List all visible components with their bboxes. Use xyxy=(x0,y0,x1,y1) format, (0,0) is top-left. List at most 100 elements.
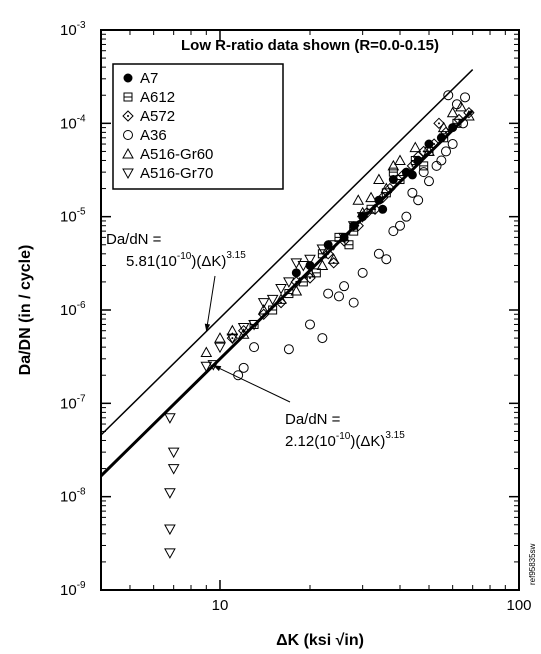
data-point-a572 xyxy=(322,248,334,260)
legend-marker-a612 xyxy=(123,92,133,102)
data-point-a36 xyxy=(447,139,458,150)
data-point-a612 xyxy=(419,161,429,171)
legend-label-a612: A612 xyxy=(140,89,175,106)
data-point-a612 xyxy=(311,268,321,278)
data-point-a36 xyxy=(441,146,452,157)
data-point-a516-gr60 xyxy=(304,266,316,278)
data-point-a36 xyxy=(401,211,412,222)
data-point-a516-gr70 xyxy=(248,319,260,331)
equation-upper: Da/dN = 5.81(10-10)(ΔK)3.15 xyxy=(106,231,246,332)
data-point-a572 xyxy=(352,220,364,232)
data-point-a36 xyxy=(333,291,344,302)
data-point-a516-gr70 xyxy=(316,244,329,256)
legend-marker-a516-gr60 xyxy=(122,147,134,159)
data-point-a516-gr70 xyxy=(226,333,239,345)
data-point-a516-gr60 xyxy=(257,303,270,315)
data-point-a516-gr70 xyxy=(297,260,310,272)
data-point-a516-gr60 xyxy=(316,259,329,270)
data-point-a36 xyxy=(395,220,406,231)
data-point-a516-gr70 xyxy=(266,294,279,306)
fit-line-1 xyxy=(100,69,474,436)
data-point-a516-gr70 xyxy=(207,360,220,371)
x-tick-label: 100 xyxy=(506,597,531,614)
data-point-a516-gr70 xyxy=(200,361,213,373)
data-point-a572 xyxy=(433,117,445,130)
equation-lower-line1: Da/dN = xyxy=(285,411,341,428)
data-point-a516-gr70 xyxy=(164,413,176,424)
data-point-a36 xyxy=(423,176,434,187)
data-point-a36 xyxy=(460,92,471,103)
legend-label-a36: A36 xyxy=(140,127,167,144)
legend-marker-a7 xyxy=(123,73,133,83)
data-point-a516-gr70 xyxy=(338,232,350,244)
annotation-arrow-upper xyxy=(205,275,216,332)
legend-marker-a36 xyxy=(123,130,133,140)
legend-marker-a572 xyxy=(122,110,134,122)
data-points xyxy=(164,90,475,559)
data-point-a516-gr60 xyxy=(446,106,459,118)
data-point-a516-gr70 xyxy=(283,277,295,288)
data-point-a516-gr60 xyxy=(380,182,393,194)
y-tick-label: 10-3 xyxy=(60,20,86,39)
data-point-a516-gr60 xyxy=(352,194,365,205)
y-tick-label: 10-8 xyxy=(60,487,86,506)
annotations: Da/dN = 5.81(10-10)(ΔK)3.15 Da/dN = 2.12(10… xyxy=(106,231,405,450)
data-point-a36 xyxy=(317,333,328,344)
data-point-a516-gr70 xyxy=(356,212,369,223)
data-point-a572 xyxy=(397,169,409,181)
data-point-a36 xyxy=(238,362,249,373)
data-point-a516-gr70 xyxy=(327,240,340,251)
legend-label-a516-gr60: A516-Gr60 xyxy=(140,146,213,163)
data-point-a36 xyxy=(323,288,334,299)
data-point-a36 xyxy=(436,155,447,166)
data-point-a516-gr60 xyxy=(455,100,467,112)
equation-upper-line1: Da/dN = xyxy=(106,231,162,248)
data-point-a516-gr60 xyxy=(214,332,226,343)
data-point-a516-gr70 xyxy=(164,488,176,499)
data-point-a7 xyxy=(291,268,301,278)
data-point-a516-gr60 xyxy=(394,154,406,165)
data-point-a516-gr60 xyxy=(423,145,435,156)
y-tick-label: 10-9 xyxy=(60,580,86,599)
equation-lower: Da/dN = 2.12(10-10)(ΔK)3.15 xyxy=(213,364,405,450)
data-point-a516-gr70 xyxy=(275,283,287,295)
data-point-a36 xyxy=(458,118,469,129)
data-point-a36 xyxy=(373,248,384,259)
equation-upper-line2: 5.81(10-10)(ΔK)3.15 xyxy=(126,250,246,270)
data-point-a612 xyxy=(388,167,398,177)
x-tick-label: 10 xyxy=(212,597,229,614)
annotation-arrowhead-lower xyxy=(213,365,222,372)
x-axis-title: ΔK (ksi √in) xyxy=(276,632,364,649)
data-point-a516-gr70 xyxy=(164,524,176,536)
data-point-a7 xyxy=(407,170,417,180)
chart-title: Low R-ratio data shown (R=0.0-0.15) xyxy=(181,37,439,54)
data-point-a516-gr70 xyxy=(304,254,316,266)
data-point-a36 xyxy=(418,167,429,178)
data-point-a572 xyxy=(376,191,389,204)
data-point-a516-gr60 xyxy=(290,284,303,296)
data-point-a612 xyxy=(344,240,354,250)
annotation-arrow-lower xyxy=(213,364,291,403)
data-point-a36 xyxy=(388,226,399,237)
legend-box xyxy=(112,63,284,190)
data-point-a516-gr60 xyxy=(463,109,475,121)
annotation-arrowhead-upper xyxy=(204,323,211,332)
plot-frame xyxy=(100,29,520,591)
data-point-a516-gr60 xyxy=(437,121,450,133)
data-point-a516-gr60 xyxy=(387,159,400,171)
data-point-a516-gr60 xyxy=(226,324,239,336)
data-point-a36 xyxy=(357,267,368,278)
data-point-a572 xyxy=(428,138,440,150)
data-point-a36 xyxy=(348,297,359,308)
data-point-a36 xyxy=(443,90,454,101)
data-point-a572 xyxy=(406,160,419,172)
data-point-a516-gr60 xyxy=(200,346,213,358)
legend-label-a516-gr70: A516-Gr70 xyxy=(140,165,213,182)
legend-marker-a516-gr70 xyxy=(122,168,134,180)
data-point-a516-gr70 xyxy=(164,548,176,559)
data-point-a7 xyxy=(378,204,388,214)
data-point-a516-gr60 xyxy=(365,191,377,203)
y-tick-label: 10-5 xyxy=(60,207,86,226)
data-point-a516-gr70 xyxy=(347,221,360,232)
